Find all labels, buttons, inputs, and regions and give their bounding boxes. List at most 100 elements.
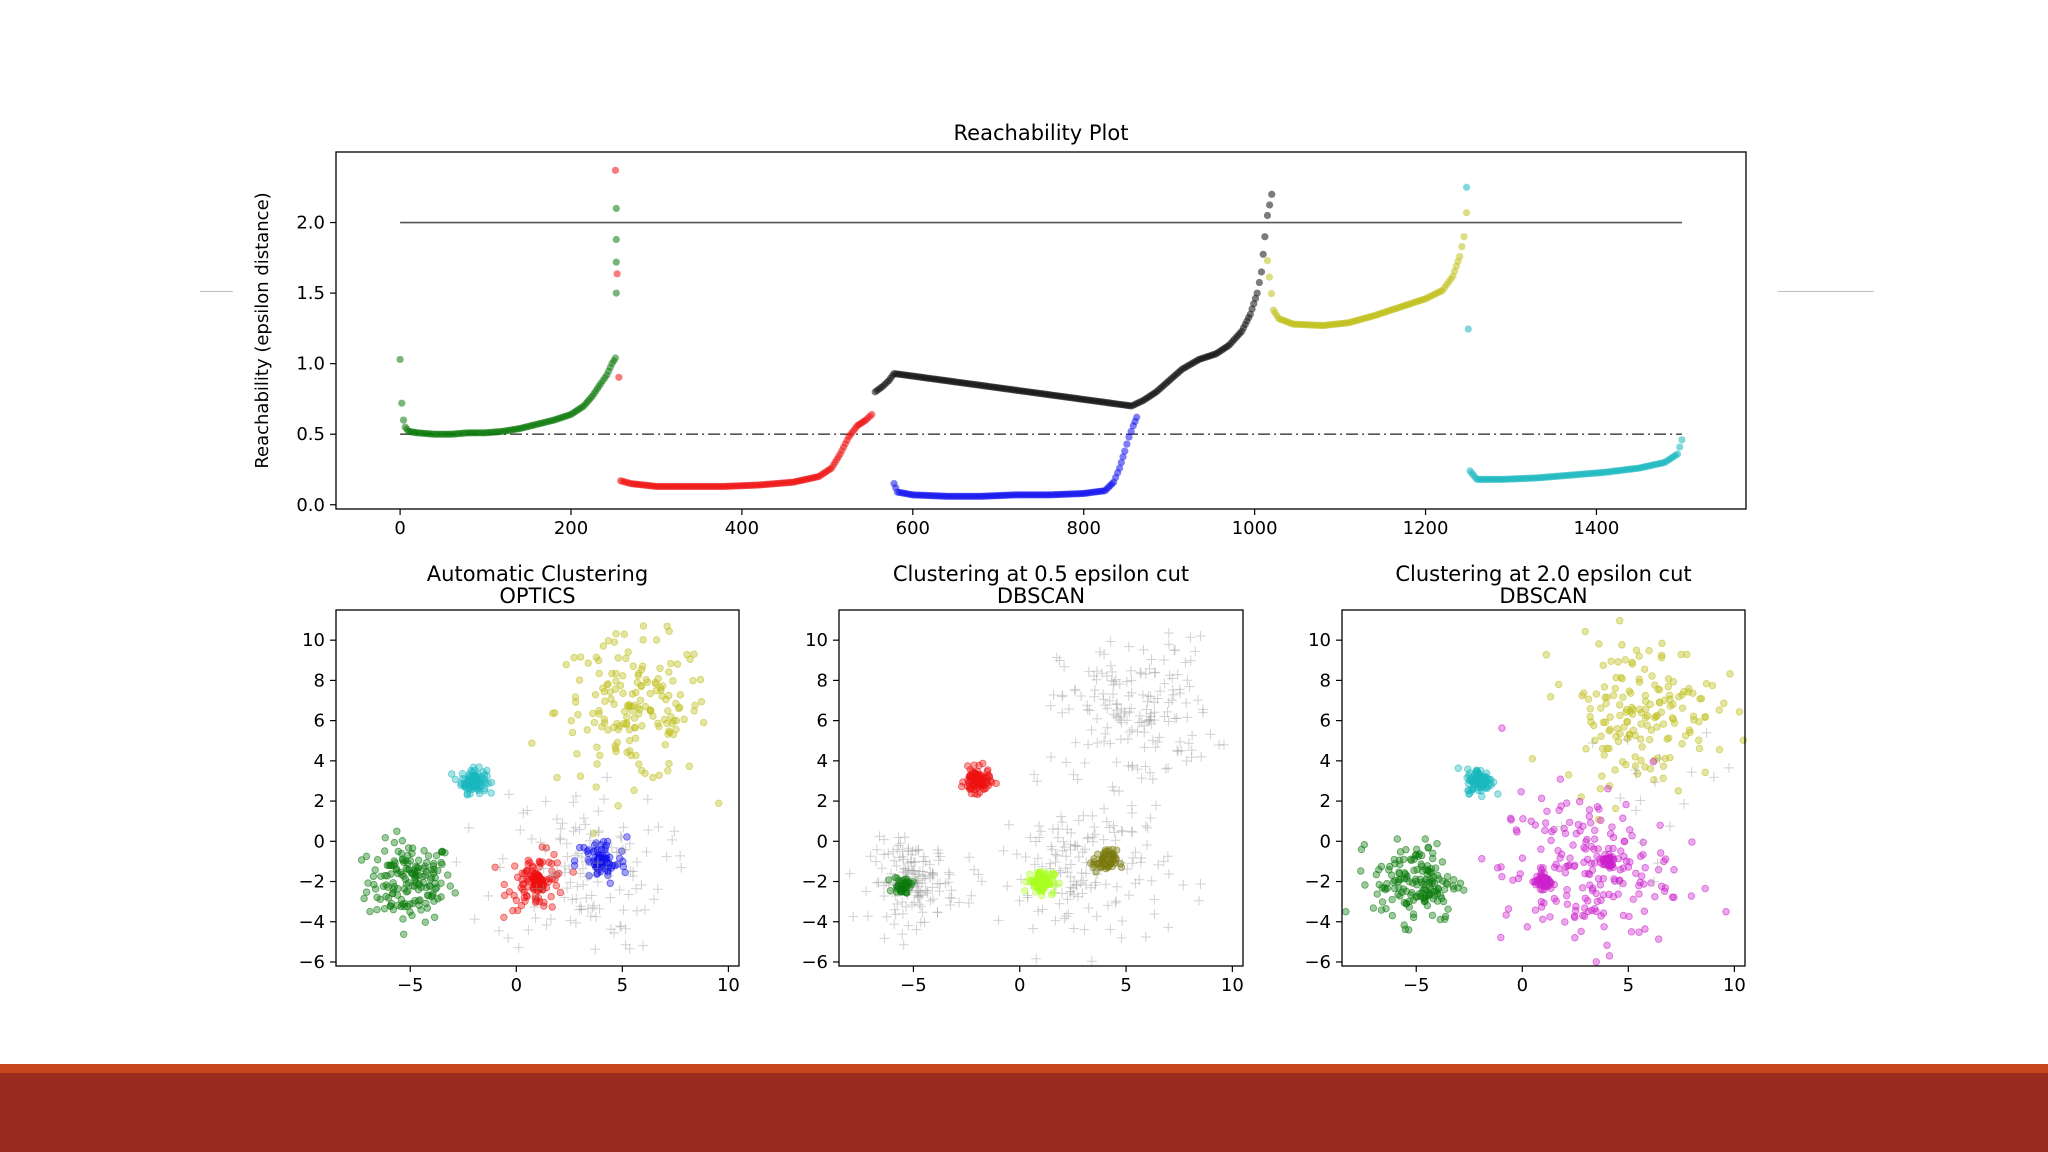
y-tick-label: 0.5 — [296, 424, 325, 445]
cluster-point — [1602, 855, 1611, 863]
noise-point — [1105, 636, 1116, 647]
cluster-point — [1427, 869, 1435, 877]
cluster-point — [1607, 657, 1615, 665]
cluster-point — [1661, 754, 1669, 763]
noise-point — [1082, 704, 1093, 715]
cluster-point — [1641, 925, 1649, 933]
noise-point — [901, 866, 912, 877]
cluster-point — [612, 677, 620, 685]
cluster-point — [1659, 762, 1668, 770]
cluster-point — [433, 883, 441, 891]
cluster-point — [1604, 785, 1612, 793]
cluster-point — [1641, 864, 1649, 872]
cluster-point — [1628, 710, 1637, 718]
cluster-point — [1588, 906, 1596, 915]
noise-point — [1101, 816, 1112, 827]
noise-point — [614, 857, 625, 868]
noise-point — [1112, 705, 1123, 716]
cluster-point — [639, 636, 647, 644]
cluster-point — [1418, 889, 1426, 897]
noise-point — [918, 851, 929, 862]
noise-point — [1151, 800, 1162, 811]
cluster-point — [381, 834, 389, 842]
cluster-point — [1469, 785, 1477, 793]
noise-point — [1033, 906, 1044, 917]
cluster-point — [1646, 736, 1654, 744]
noise-point — [1556, 821, 1567, 832]
cluster-point — [1561, 918, 1569, 926]
cluster-point — [1596, 855, 1604, 863]
data-point — [1257, 268, 1266, 276]
noise-point — [624, 838, 635, 849]
data-point — [612, 289, 620, 297]
cluster-point — [689, 677, 697, 685]
noise-point — [1162, 851, 1173, 862]
noise-point — [1086, 724, 1097, 735]
data-point — [1119, 453, 1127, 461]
noise-point — [515, 824, 526, 835]
data-point — [1458, 242, 1466, 251]
cluster-point — [646, 689, 654, 698]
cluster-point — [637, 766, 646, 775]
cluster-point — [1605, 952, 1614, 960]
cluster-point — [434, 895, 442, 903]
cluster-point — [1619, 911, 1628, 920]
cluster-point — [1572, 830, 1580, 838]
cluster-point — [416, 896, 424, 904]
cluster-point — [1585, 812, 1593, 821]
chart-title: Clustering at 0.5 epsilon cut — [893, 562, 1189, 586]
noise-point — [592, 839, 603, 850]
cluster-point — [513, 873, 522, 881]
noise-point — [927, 882, 938, 893]
x-tick-label: 5 — [1623, 975, 1634, 996]
cluster-point — [1603, 941, 1611, 950]
cluster-point — [1618, 641, 1626, 649]
noise-point — [1127, 724, 1138, 735]
cluster-point — [1582, 745, 1590, 753]
cluster-point — [629, 662, 637, 670]
noise-point — [1037, 904, 1048, 915]
cluster-point — [618, 847, 626, 855]
cluster-point — [1101, 846, 1110, 854]
cluster-point — [1651, 681, 1659, 689]
noise-point — [641, 846, 652, 857]
cluster-point — [1596, 881, 1605, 889]
noise-point — [1635, 795, 1646, 806]
cluster-point — [553, 773, 561, 782]
cluster-point — [1025, 870, 1034, 879]
cluster-point — [384, 883, 392, 891]
noise-point — [1072, 891, 1083, 902]
noise-point — [1077, 888, 1088, 899]
noise-point — [1068, 883, 1079, 894]
cluster-point — [1687, 892, 1696, 900]
cluster-point — [1664, 675, 1673, 683]
cluster-point — [424, 852, 433, 860]
noise-point — [523, 925, 534, 936]
cluster-point — [1089, 860, 1098, 869]
noise-point — [1173, 746, 1184, 757]
noise-point — [548, 871, 559, 882]
y-tick-label: 8 — [314, 670, 325, 691]
cluster-point — [1597, 704, 1605, 712]
noise-point — [874, 831, 885, 842]
noise-point — [973, 869, 984, 880]
cluster-point — [630, 714, 639, 722]
cluster-point — [1652, 712, 1660, 721]
noise-point — [1061, 911, 1072, 922]
noise-point — [1132, 764, 1143, 775]
cluster-point — [1608, 823, 1616, 831]
noise-point — [1145, 714, 1156, 725]
cluster-point — [1586, 713, 1594, 721]
cluster-point — [404, 844, 413, 852]
noise-point — [1061, 851, 1072, 862]
noise-point — [898, 939, 909, 950]
cluster-point — [1563, 799, 1571, 807]
noise-point — [1140, 931, 1151, 942]
cluster-point — [408, 849, 416, 858]
noise-point — [871, 856, 882, 867]
y-tick-label: −6 — [1304, 952, 1331, 973]
noise-point — [1100, 879, 1111, 890]
cluster-point — [429, 862, 438, 870]
noise-point — [1144, 767, 1155, 778]
